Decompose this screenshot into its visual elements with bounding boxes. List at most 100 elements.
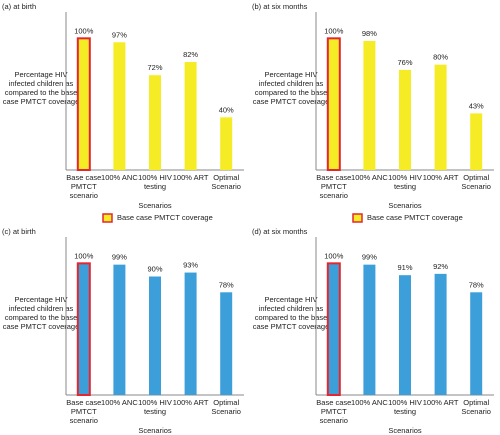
y-axis-label-box: Percentage HIV infected children as comp… bbox=[2, 70, 80, 106]
x-tick-label-box: Optimal Scenario bbox=[211, 173, 241, 191]
value-label: 80% bbox=[433, 53, 448, 62]
bar bbox=[149, 276, 161, 395]
value-label: 82% bbox=[183, 50, 198, 59]
y-axis-label-box: Percentage HIV infected children as comp… bbox=[252, 295, 330, 331]
x-tick-label-box: 100% HIV testing bbox=[138, 173, 172, 191]
x-tick-label: 100% HIV testing bbox=[388, 398, 422, 416]
x-tick-label-box: 100% ANC bbox=[101, 173, 138, 182]
x-tick-label-box: Base case PMTCT scenario bbox=[316, 173, 352, 200]
x-tick-label: Base case PMTCT scenario bbox=[66, 398, 102, 425]
x-tick-label: 100% ART bbox=[172, 173, 209, 182]
x-tick-label: 100% HIV testing bbox=[138, 398, 172, 416]
bar bbox=[363, 264, 376, 395]
y-axis-label: Percentage HIV infected children as comp… bbox=[252, 70, 330, 106]
legend-label: Base case PMTCT coverage bbox=[367, 213, 463, 222]
value-label: 100% bbox=[324, 251, 344, 260]
x-tick-label-box: 100% HIV testing bbox=[388, 173, 422, 191]
x-tick-label-box: Optimal Scenario bbox=[461, 398, 491, 416]
value-label: 100% bbox=[74, 26, 94, 35]
legend-swatch bbox=[102, 213, 113, 223]
panel-title: (a) at birth bbox=[2, 2, 36, 11]
bar bbox=[399, 69, 411, 170]
bar bbox=[184, 272, 197, 395]
panel-title: (c) at birth bbox=[2, 227, 36, 236]
x-tick-label: 100% ART bbox=[422, 398, 459, 407]
y-axis-label: Percentage HIV infected children as comp… bbox=[2, 70, 80, 106]
value-label: 99% bbox=[112, 253, 127, 262]
y-axis-label: Percentage HIV infected children as comp… bbox=[252, 295, 330, 331]
x-tick-label-box: Optimal Scenario bbox=[461, 173, 491, 191]
x-tick-label-box: 100% ART bbox=[422, 398, 459, 407]
bar bbox=[399, 275, 411, 395]
value-label: 72% bbox=[147, 63, 162, 72]
value-label: 43% bbox=[469, 101, 484, 110]
value-label: 92% bbox=[433, 262, 448, 271]
x-tick-label: Optimal Scenario bbox=[211, 173, 241, 191]
value-label: 90% bbox=[147, 264, 162, 273]
legend-label: Base case PMTCT coverage bbox=[117, 213, 213, 222]
x-tick-label-box: Base case PMTCT scenario bbox=[66, 173, 102, 200]
x-tick-label: 100% ART bbox=[172, 398, 209, 407]
bar bbox=[434, 64, 447, 170]
x-tick-label: 100% ART bbox=[422, 173, 459, 182]
x-tick-label-box: 100% ART bbox=[422, 173, 459, 182]
bar bbox=[326, 262, 341, 397]
bar bbox=[363, 40, 376, 170]
bar bbox=[220, 292, 233, 395]
panel-title: (b) at six months bbox=[252, 2, 308, 11]
value-label: 78% bbox=[219, 280, 234, 289]
value-label: 93% bbox=[183, 261, 198, 270]
x-tick-label-box: Base case PMTCT scenario bbox=[66, 398, 102, 425]
bar bbox=[434, 273, 447, 395]
bar bbox=[184, 62, 197, 170]
x-tick-label-box: 100% ART bbox=[172, 398, 209, 407]
x-tick-label: 100% ANC bbox=[101, 398, 138, 407]
x-tick-label-box: Base case PMTCT scenario bbox=[316, 398, 352, 425]
value-label: 99% bbox=[362, 253, 377, 262]
x-tick-label: Optimal Scenario bbox=[461, 398, 491, 416]
bar bbox=[470, 292, 483, 395]
x-tick-label: Base case PMTCT scenario bbox=[316, 398, 352, 425]
x-tick-label: Base case PMTCT scenario bbox=[66, 173, 102, 200]
bar bbox=[470, 113, 483, 170]
legend-swatch bbox=[352, 213, 363, 223]
x-tick-label-box: 100% ANC bbox=[101, 398, 138, 407]
x-axis-label: Scenarios bbox=[388, 426, 422, 435]
value-label: 98% bbox=[362, 29, 377, 38]
x-tick-label: 100% ANC bbox=[101, 173, 138, 182]
value-label: 100% bbox=[74, 251, 94, 260]
x-axis-label: Scenarios bbox=[138, 426, 172, 435]
y-axis-label-box: Percentage HIV infected children as comp… bbox=[252, 70, 330, 106]
value-label: 97% bbox=[112, 30, 127, 39]
x-tick-label-box: 100% ART bbox=[172, 173, 209, 182]
x-tick-label: 100% ANC bbox=[351, 398, 388, 407]
x-tick-label: 100% HIV testing bbox=[138, 173, 172, 191]
x-tick-label: Optimal Scenario bbox=[461, 173, 491, 191]
x-tick-label-box: 100% ANC bbox=[351, 173, 388, 182]
value-label: 100% bbox=[324, 26, 344, 35]
bar bbox=[326, 37, 341, 172]
x-tick-label: Optimal Scenario bbox=[211, 398, 241, 416]
x-axis-label: Scenarios bbox=[138, 201, 172, 210]
value-label: 78% bbox=[469, 280, 484, 289]
x-tick-label-box: 100% HIV testing bbox=[388, 398, 422, 416]
x-tick-label: 100% HIV testing bbox=[388, 173, 422, 191]
x-tick-label-box: 100% HIV testing bbox=[138, 398, 172, 416]
x-tick-label-box: 100% ANC bbox=[351, 398, 388, 407]
bar bbox=[76, 262, 91, 397]
bar bbox=[76, 37, 91, 172]
bar bbox=[113, 264, 126, 395]
y-axis-label-box: Percentage HIV infected children as comp… bbox=[2, 295, 80, 331]
bar bbox=[113, 42, 126, 170]
bar bbox=[149, 75, 161, 170]
bar bbox=[220, 117, 233, 170]
value-label: 40% bbox=[219, 105, 234, 114]
panel-title: (d) at six months bbox=[252, 227, 308, 236]
y-axis-label: Percentage HIV infected children as comp… bbox=[2, 295, 80, 331]
x-tick-label: Base case PMTCT scenario bbox=[316, 173, 352, 200]
x-axis-label: Scenarios bbox=[388, 201, 422, 210]
x-tick-label-box: Optimal Scenario bbox=[211, 398, 241, 416]
x-tick-label: 100% ANC bbox=[351, 173, 388, 182]
value-label: 91% bbox=[397, 263, 412, 272]
